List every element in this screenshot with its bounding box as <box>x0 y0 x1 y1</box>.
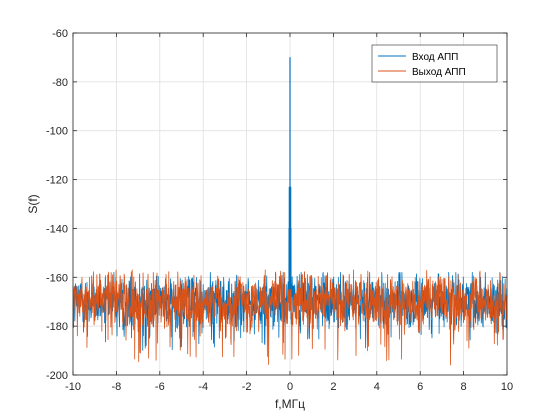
legend-box <box>371 44 498 83</box>
y-tick-label: -60 <box>52 28 68 40</box>
y-tick-label: -80 <box>52 77 68 89</box>
y-tick-label: -100 <box>46 126 68 138</box>
x-tick-label: -2 <box>242 381 252 393</box>
y-tick-label: -140 <box>46 223 68 235</box>
x-tick-label: 6 <box>417 381 423 393</box>
x-tick-label: -10 <box>65 381 81 393</box>
y-tick-label: -160 <box>46 272 68 284</box>
series-layer <box>72 57 508 366</box>
legend-entry-output: Выход АПП <box>412 67 466 78</box>
x-tick-label: 0 <box>287 381 293 393</box>
y-axis-label: S(f) <box>26 194 40 213</box>
x-tick-label: 4 <box>374 381 380 393</box>
tick-marks <box>72 32 508 376</box>
x-tick-label: 10 <box>501 381 513 393</box>
y-tick-label: -200 <box>46 370 68 382</box>
x-tick-label: -8 <box>112 381 122 393</box>
series-line-output <box>72 269 508 366</box>
legend: Вход АПП Выход АПП <box>371 44 498 83</box>
x-tick-labels: -10 -8 -6 -4 -2 0 2 4 6 8 10 <box>65 381 513 393</box>
x-tick-label: 8 <box>461 381 467 393</box>
x-tick-label: -4 <box>198 381 208 393</box>
y-tick-label: -180 <box>46 321 68 333</box>
x-axis-label: f,МГц <box>275 397 305 411</box>
y-tick-labels: -200 -180 -160 -140 -120 -100 -80 -60 <box>46 28 68 382</box>
x-tick-label: -6 <box>155 381 165 393</box>
series-peak-cluster <box>288 186 292 302</box>
y-tick-label: -120 <box>46 175 68 187</box>
legend-entry-input: Вход АПП <box>412 52 458 63</box>
x-tick-label: 2 <box>330 381 336 393</box>
